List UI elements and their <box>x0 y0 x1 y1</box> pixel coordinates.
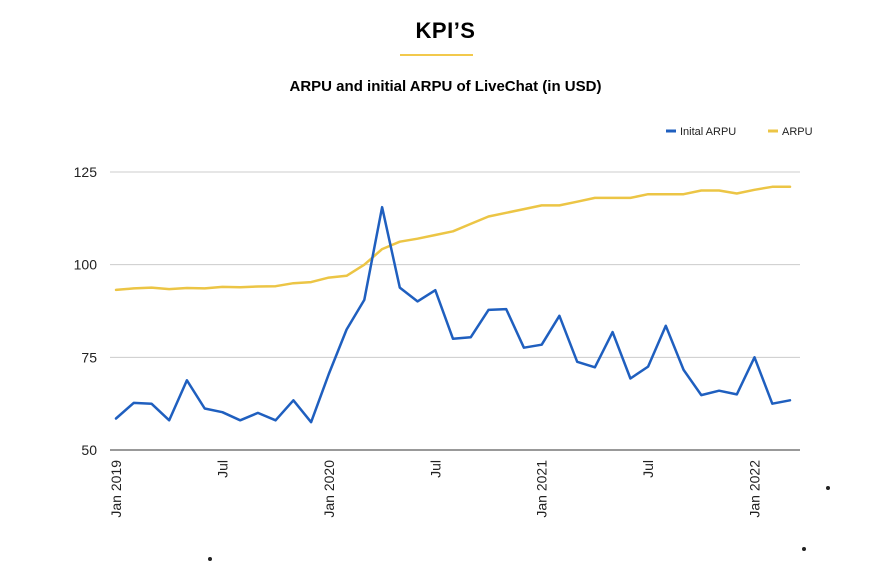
decorative-dot <box>826 486 830 490</box>
decorative-dot <box>208 557 212 561</box>
x-tick-label: Jan 2021 <box>534 460 550 518</box>
x-tick-label: Jan 2020 <box>321 460 337 518</box>
heading-underline <box>400 54 473 56</box>
chart-title: ARPU and initial ARPU of LiveChat (in US… <box>289 78 602 95</box>
decorative-dot <box>802 547 806 551</box>
y-tick-label: 100 <box>74 257 98 273</box>
grid-lines <box>110 171 800 451</box>
x-axis-ticks: Jan 2019 Jul Jan 2020 Jul Jan 2021 Jul Jan 202… <box>108 460 763 518</box>
x-tick-label: Jul <box>640 460 656 478</box>
x-tick-label: Jan 2019 <box>108 460 124 518</box>
y-tick-label: 50 <box>81 442 97 458</box>
series-lines <box>114 185 792 424</box>
series-line-arpu <box>114 185 792 292</box>
page-heading: KPI’S <box>415 18 476 43</box>
x-tick-label: Jul <box>427 460 443 478</box>
legend-label: Inital ARPU <box>680 126 736 138</box>
legend-label: ARPU <box>782 126 813 138</box>
series-line-inital-arpu <box>114 205 792 424</box>
y-tick-label: 75 <box>81 349 97 365</box>
x-tick-label: Jul <box>214 460 230 478</box>
y-axis-ticks: 50 75 100 125 <box>74 164 98 458</box>
x-tick-label: Jan 2022 <box>747 460 763 518</box>
legend: Inital ARPU ARPU <box>666 126 813 138</box>
y-tick-label: 125 <box>74 164 98 180</box>
